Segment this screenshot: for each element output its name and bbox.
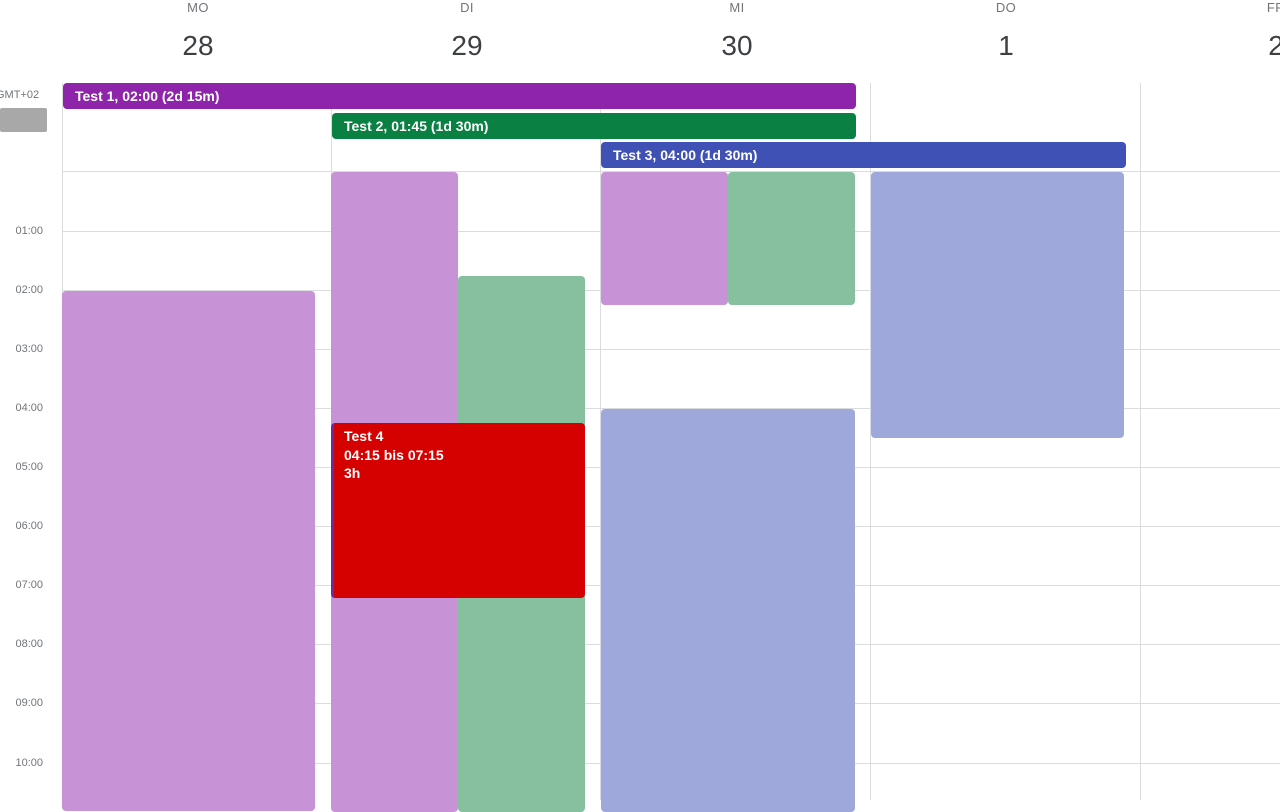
event-time: 04:15 bis 07:15 <box>344 446 444 463</box>
allday-collapse-toggle[interactable] <box>0 108 47 132</box>
day-name: MI <box>729 0 745 15</box>
timezone-label: GMT+02 <box>0 89 40 101</box>
allday-event-test-3[interactable]: Test 3, 04:00 (1d 30m) <box>601 142 1126 168</box>
time-label: 02:00 <box>15 284 43 296</box>
day-name: DI <box>460 0 474 15</box>
day-number[interactable]: 29 <box>451 30 483 61</box>
allday-event-test-1[interactable]: Test 1, 02:00 (2d 15m) <box>63 83 856 109</box>
day-number[interactable]: 28 <box>182 30 214 61</box>
event-block-test-3[interactable] <box>871 172 1124 438</box>
event-title: Test 4 <box>344 428 384 444</box>
time-label: 09:00 <box>15 697 43 709</box>
day-number[interactable]: 1 <box>998 30 1014 61</box>
time-label: 04:00 <box>15 402 43 414</box>
allday-divider <box>62 171 1280 172</box>
time-label: 10:00 <box>15 757 43 769</box>
hour-line <box>62 349 1280 350</box>
time-label: 01:00 <box>15 225 43 237</box>
time-label: 07:00 <box>15 579 43 591</box>
event-block-test-1[interactable] <box>62 291 315 811</box>
event-block-test-3[interactable] <box>601 409 855 812</box>
day-name: FR <box>1266 0 1280 15</box>
day-divider <box>1140 83 1141 800</box>
time-label: 05:00 <box>15 461 43 473</box>
day-divider <box>870 83 871 800</box>
hour-line <box>62 408 1280 409</box>
event-test-4[interactable]: Test 4 04:15 bis 07:15 3h <box>331 423 585 598</box>
day-number[interactable]: 2 <box>1268 30 1280 61</box>
day-name: MO <box>187 0 209 15</box>
time-label: 06:00 <box>15 520 43 532</box>
allday-event-test-2[interactable]: Test 2, 01:45 (1d 30m) <box>332 113 856 139</box>
time-label: 03:00 <box>15 343 43 355</box>
day-number[interactable]: 30 <box>721 30 753 61</box>
event-block-test-2[interactable] <box>728 172 855 305</box>
event-block-test-1[interactable] <box>601 172 728 305</box>
time-label: 08:00 <box>15 638 43 650</box>
event-duration: 3h <box>344 465 361 481</box>
day-divider <box>600 83 601 800</box>
day-name: DO <box>995 0 1017 15</box>
